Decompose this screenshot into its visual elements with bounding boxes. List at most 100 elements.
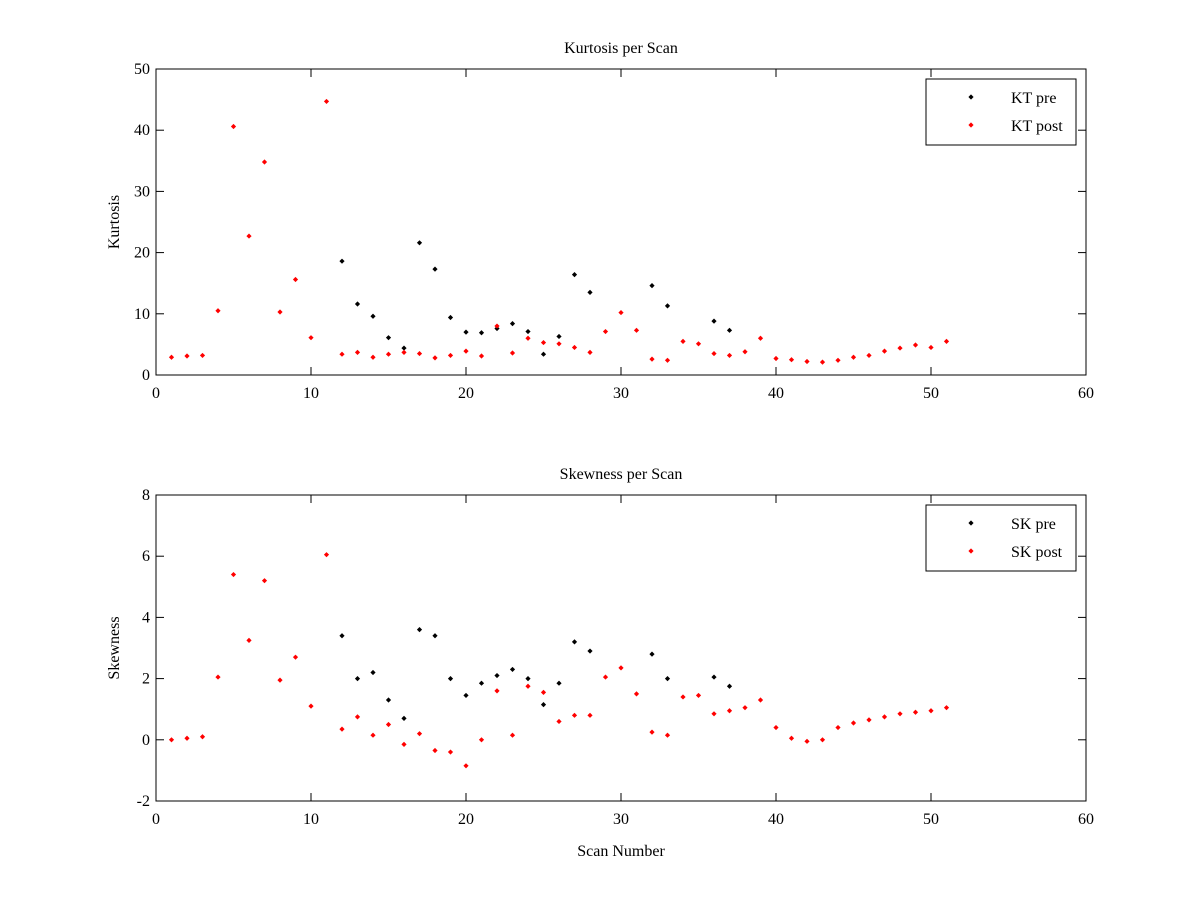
data-point: [447, 314, 454, 321]
data-point: [649, 651, 655, 657]
x-tick-label: 0: [152, 811, 160, 828]
data-point: [928, 344, 934, 351]
data-point: [370, 313, 376, 319]
data-point: [819, 737, 826, 743]
data-point: [246, 637, 252, 643]
data-point: [463, 692, 469, 699]
data-point: [618, 309, 624, 316]
data-point: [819, 359, 826, 365]
data-point: [323, 552, 330, 558]
data-point: [587, 289, 593, 295]
y-tick-label: 40: [134, 122, 150, 139]
data-point: [277, 677, 283, 683]
data-point: [230, 123, 237, 130]
data-point: [478, 353, 485, 359]
y-tick-label: 6: [142, 548, 150, 565]
x-tick-label: 10: [303, 811, 319, 828]
data-point: [680, 338, 686, 344]
data-point: [432, 266, 438, 272]
legend-marker: [968, 520, 974, 526]
data-point: [804, 738, 810, 744]
data-point: [912, 709, 919, 715]
data-point: [494, 688, 500, 694]
data-point: [540, 351, 547, 357]
data-point: [354, 676, 361, 682]
y-tick-label: 0: [142, 367, 150, 384]
data-point: [199, 352, 206, 359]
data-point: [912, 342, 919, 348]
data-point: [432, 355, 438, 361]
data-point: [354, 301, 361, 307]
data-point: [447, 352, 454, 359]
y-tick-label: 2: [142, 671, 150, 688]
data-point: [664, 732, 671, 738]
data-point: [432, 633, 438, 639]
chart-title: Skewness per Scan: [560, 466, 683, 483]
y-tick-label: -2: [137, 793, 150, 810]
data-point: [509, 350, 516, 356]
data-point: [401, 715, 407, 721]
data-point: [804, 358, 810, 365]
data-point: [742, 349, 748, 355]
y-axis-label: Kurtosis: [106, 195, 123, 249]
data-point: [649, 729, 655, 735]
data-point: [432, 747, 438, 754]
data-point: [339, 351, 345, 357]
data-point: [757, 697, 764, 703]
data-point: [556, 333, 562, 340]
y-tick-label: 50: [134, 61, 150, 78]
data-point: [540, 339, 547, 346]
data-point: [587, 349, 593, 355]
legend-label: KT pre: [1011, 90, 1056, 107]
data-point: [571, 712, 578, 718]
data-point: [401, 741, 407, 747]
x-axis-label: Scan Number: [577, 843, 665, 860]
data-point: [168, 354, 175, 360]
legend-box: [925, 78, 1077, 146]
data-point: [726, 683, 733, 689]
data-point: [897, 345, 903, 351]
data-point: [711, 350, 717, 357]
x-tick-label: 60: [1078, 811, 1094, 828]
data-point: [354, 349, 361, 355]
data-point: [680, 694, 686, 700]
x-tick-label: 40: [768, 385, 784, 402]
data-point: [587, 712, 593, 718]
data-point: [556, 341, 562, 347]
data-point: [835, 724, 841, 731]
y-tick-label: 0: [142, 732, 150, 749]
legend-marker: [968, 122, 974, 128]
legend-label: SK pre: [1011, 516, 1056, 533]
data-point: [928, 708, 934, 714]
data-point: [246, 233, 252, 239]
data-point: [850, 720, 857, 726]
y-tick-label: 30: [134, 183, 150, 200]
data-point: [184, 735, 190, 741]
data-point: [540, 689, 547, 695]
data-point: [308, 335, 314, 341]
data-point: [292, 276, 299, 283]
data-point: [385, 721, 392, 728]
chart-panel-1: 0 10 20 30 40 50 60 0 10 20 30 40 50 Kurtosis per Sca…: [106, 40, 1094, 402]
data-point: [509, 320, 516, 327]
y-tick-label: 10: [134, 306, 150, 323]
x-tick-label: 60: [1078, 385, 1094, 402]
y-tick-label: 4: [142, 609, 150, 626]
data-point: [215, 674, 221, 680]
data-point: [649, 283, 655, 289]
data-point: [602, 674, 609, 680]
data-point: [447, 676, 454, 682]
data-point: [695, 692, 702, 699]
data-point: [850, 354, 857, 360]
data-point: [463, 329, 469, 335]
data-point: [261, 159, 268, 165]
data-point: [478, 330, 485, 336]
data-point: [788, 735, 795, 741]
data-point: [866, 352, 872, 359]
data-point: [416, 350, 423, 357]
data-point: [943, 705, 950, 711]
legend: SK pre SK post: [925, 504, 1077, 572]
x-tick-label: 30: [613, 811, 629, 828]
data-point: [230, 571, 237, 578]
